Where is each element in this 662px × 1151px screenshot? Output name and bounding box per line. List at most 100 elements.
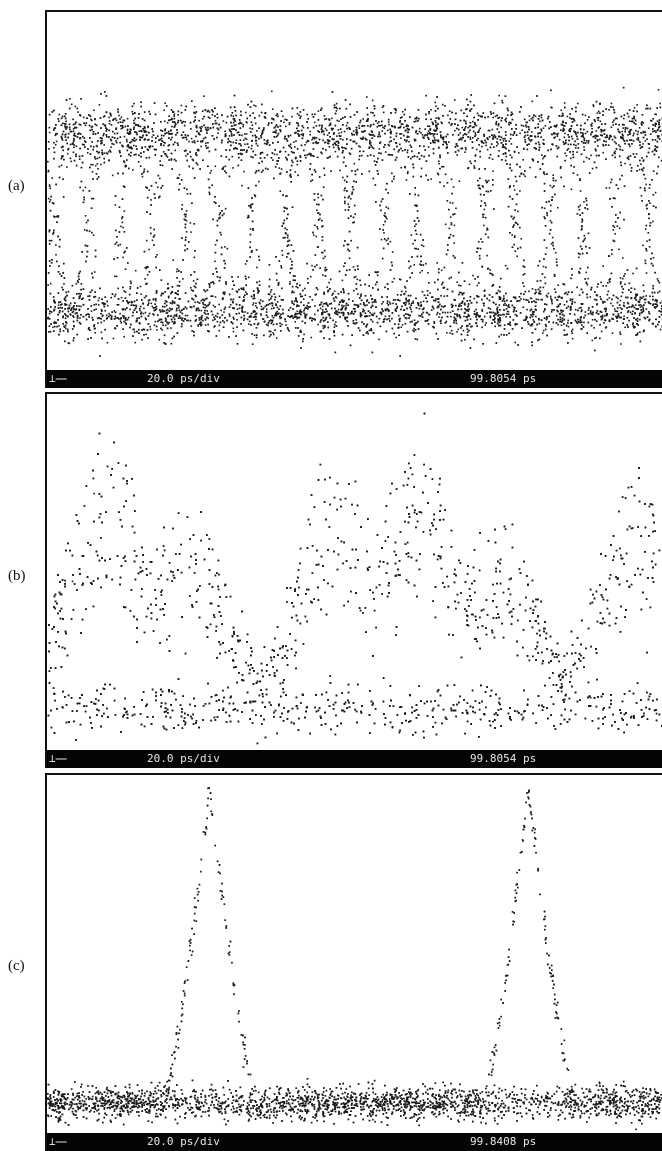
eye-a-sample-dot bbox=[65, 327, 67, 330]
eye-a-sample-dot bbox=[176, 270, 178, 273]
eye-a-sample-dot bbox=[106, 341, 109, 344]
eye-a-sample-dot bbox=[260, 314, 262, 316]
eye-a-sample-dot bbox=[66, 166, 68, 168]
eye-a-sample-dot bbox=[546, 317, 548, 320]
eye-a-sample-dot bbox=[100, 331, 103, 334]
eye-a-sample-dot bbox=[336, 135, 338, 137]
eye-a-sample-dot bbox=[196, 149, 199, 151]
eye-a-sample-dot bbox=[551, 236, 554, 239]
eye-a-sample-dot bbox=[110, 124, 113, 126]
eye-a-sample-dot bbox=[241, 288, 243, 290]
eye-a-sample-dot bbox=[302, 126, 305, 129]
eye-a-sample-dot bbox=[529, 166, 531, 169]
eye-a-sample-dot bbox=[323, 115, 326, 117]
eye-a-sample-dot bbox=[508, 140, 510, 142]
eye-a-sample-dot bbox=[475, 124, 478, 127]
eye-a-sample-dot bbox=[143, 168, 146, 170]
eye-a-sample-dot bbox=[337, 129, 340, 131]
eye-a-sample-dot bbox=[404, 287, 407, 289]
eye-a-sample-dot bbox=[251, 134, 254, 137]
eye-a-sample-dot bbox=[108, 122, 111, 125]
eye-a-sample-dot bbox=[255, 302, 257, 305]
eye-a-sample-dot bbox=[528, 119, 531, 122]
eye-a-sample-dot bbox=[487, 129, 490, 132]
eye-a-sample-dot bbox=[350, 197, 352, 200]
eye-a-sample-dot bbox=[129, 308, 131, 311]
eye-a-sample-dot bbox=[271, 90, 273, 93]
eye-a-sample-dot bbox=[148, 145, 150, 148]
eye-a-sample-dot bbox=[184, 219, 187, 221]
eye-a-sample-dot bbox=[197, 325, 200, 327]
eye-a-sample-dot bbox=[551, 299, 553, 301]
eye-a-sample-dot bbox=[443, 295, 446, 297]
eye-a-sample-dot bbox=[611, 305, 614, 307]
eye-a-sample-dot bbox=[48, 331, 50, 333]
eye-a-sample-dot bbox=[373, 155, 375, 157]
eye-a-sample-dot bbox=[576, 151, 578, 153]
eye-a-sample-dot bbox=[422, 245, 425, 248]
eye-a-sample-dot bbox=[100, 318, 102, 320]
eye-a-sample-dot bbox=[218, 329, 220, 332]
eye-a-sample-dot bbox=[474, 132, 477, 134]
eye-a-sample-dot bbox=[449, 332, 451, 334]
eye-a-sample-dot bbox=[495, 313, 497, 316]
eye-a-sample-dot bbox=[120, 127, 123, 130]
eye-diagram-a bbox=[47, 86, 662, 357]
eye-a-sample-dot bbox=[245, 133, 248, 135]
eye-a-sample-dot bbox=[519, 132, 521, 135]
eye-a-sample-dot bbox=[115, 317, 117, 319]
eye-a-sample-dot bbox=[98, 156, 101, 159]
eye-a-sample-dot bbox=[597, 145, 599, 147]
eye-a-sample-dot bbox=[80, 305, 82, 308]
eye-a-sample-dot bbox=[405, 179, 408, 181]
eye-a-sample-dot bbox=[591, 319, 594, 321]
eye-a-sample-dot bbox=[659, 328, 662, 331]
eye-a-sample-dot bbox=[96, 163, 99, 165]
eye-a-sample-dot bbox=[73, 316, 75, 318]
eye-a-sample-dot bbox=[298, 312, 300, 315]
eye-a-sample-dot bbox=[190, 137, 193, 140]
eye-a-sample-dot bbox=[605, 187, 608, 189]
eye-a-sample-dot bbox=[589, 310, 592, 312]
eye-a-sample-dot bbox=[514, 341, 516, 344]
eye-a-sample-dot bbox=[420, 167, 423, 170]
eye-a-sample-dot bbox=[574, 308, 577, 311]
eye-a-sample-dot bbox=[243, 170, 245, 173]
eye-a-sample-dot bbox=[523, 273, 526, 275]
eye-a-sample-dot bbox=[190, 231, 192, 233]
eye-a-sample-dot bbox=[231, 288, 234, 290]
eye-a-sample-dot bbox=[255, 336, 258, 339]
eye-a-sample-dot bbox=[353, 162, 356, 165]
eye-a-sample-dot bbox=[68, 126, 71, 129]
eye-a-sample-dot bbox=[302, 298, 305, 300]
eye-a-sample-dot bbox=[639, 306, 642, 308]
eye-a-sample-dot bbox=[253, 104, 255, 107]
eye-a-sample-dot bbox=[428, 112, 430, 115]
eye-a-sample-dot bbox=[185, 231, 188, 233]
eye-a-sample-dot bbox=[185, 219, 188, 222]
eye-a-sample-dot bbox=[201, 118, 204, 120]
eye-a-sample-dot bbox=[384, 315, 387, 318]
eye-a-sample-dot bbox=[188, 140, 190, 143]
eye-a-sample-dot bbox=[144, 317, 147, 319]
eye-a-sample-dot bbox=[311, 138, 313, 141]
eye-a-sample-dot bbox=[201, 314, 203, 317]
eye-a-sample-dot bbox=[519, 190, 521, 192]
eye-a-sample-dot bbox=[410, 234, 413, 236]
eye-a-sample-dot bbox=[614, 233, 616, 235]
eye-a-sample-dot bbox=[575, 144, 577, 147]
eye-a-sample-dot bbox=[93, 146, 95, 148]
eye-a-sample-dot bbox=[388, 301, 391, 303]
eye-a-sample-dot bbox=[526, 308, 528, 311]
eye-a-sample-dot bbox=[473, 165, 475, 167]
eye-a-sample-dot bbox=[593, 298, 596, 301]
eye-a-sample-dot bbox=[273, 153, 276, 156]
eye-a-sample-dot bbox=[403, 285, 406, 288]
eye-a-sample-dot bbox=[144, 266, 146, 269]
eye-a-sample-dot bbox=[614, 150, 616, 153]
eye-a-sample-dot bbox=[386, 307, 389, 310]
eye-a-sample-dot bbox=[142, 312, 145, 315]
eye-a-sample-dot bbox=[216, 113, 218, 115]
eye-a-sample-dot bbox=[511, 234, 513, 236]
eye-a-sample-dot bbox=[203, 95, 205, 97]
